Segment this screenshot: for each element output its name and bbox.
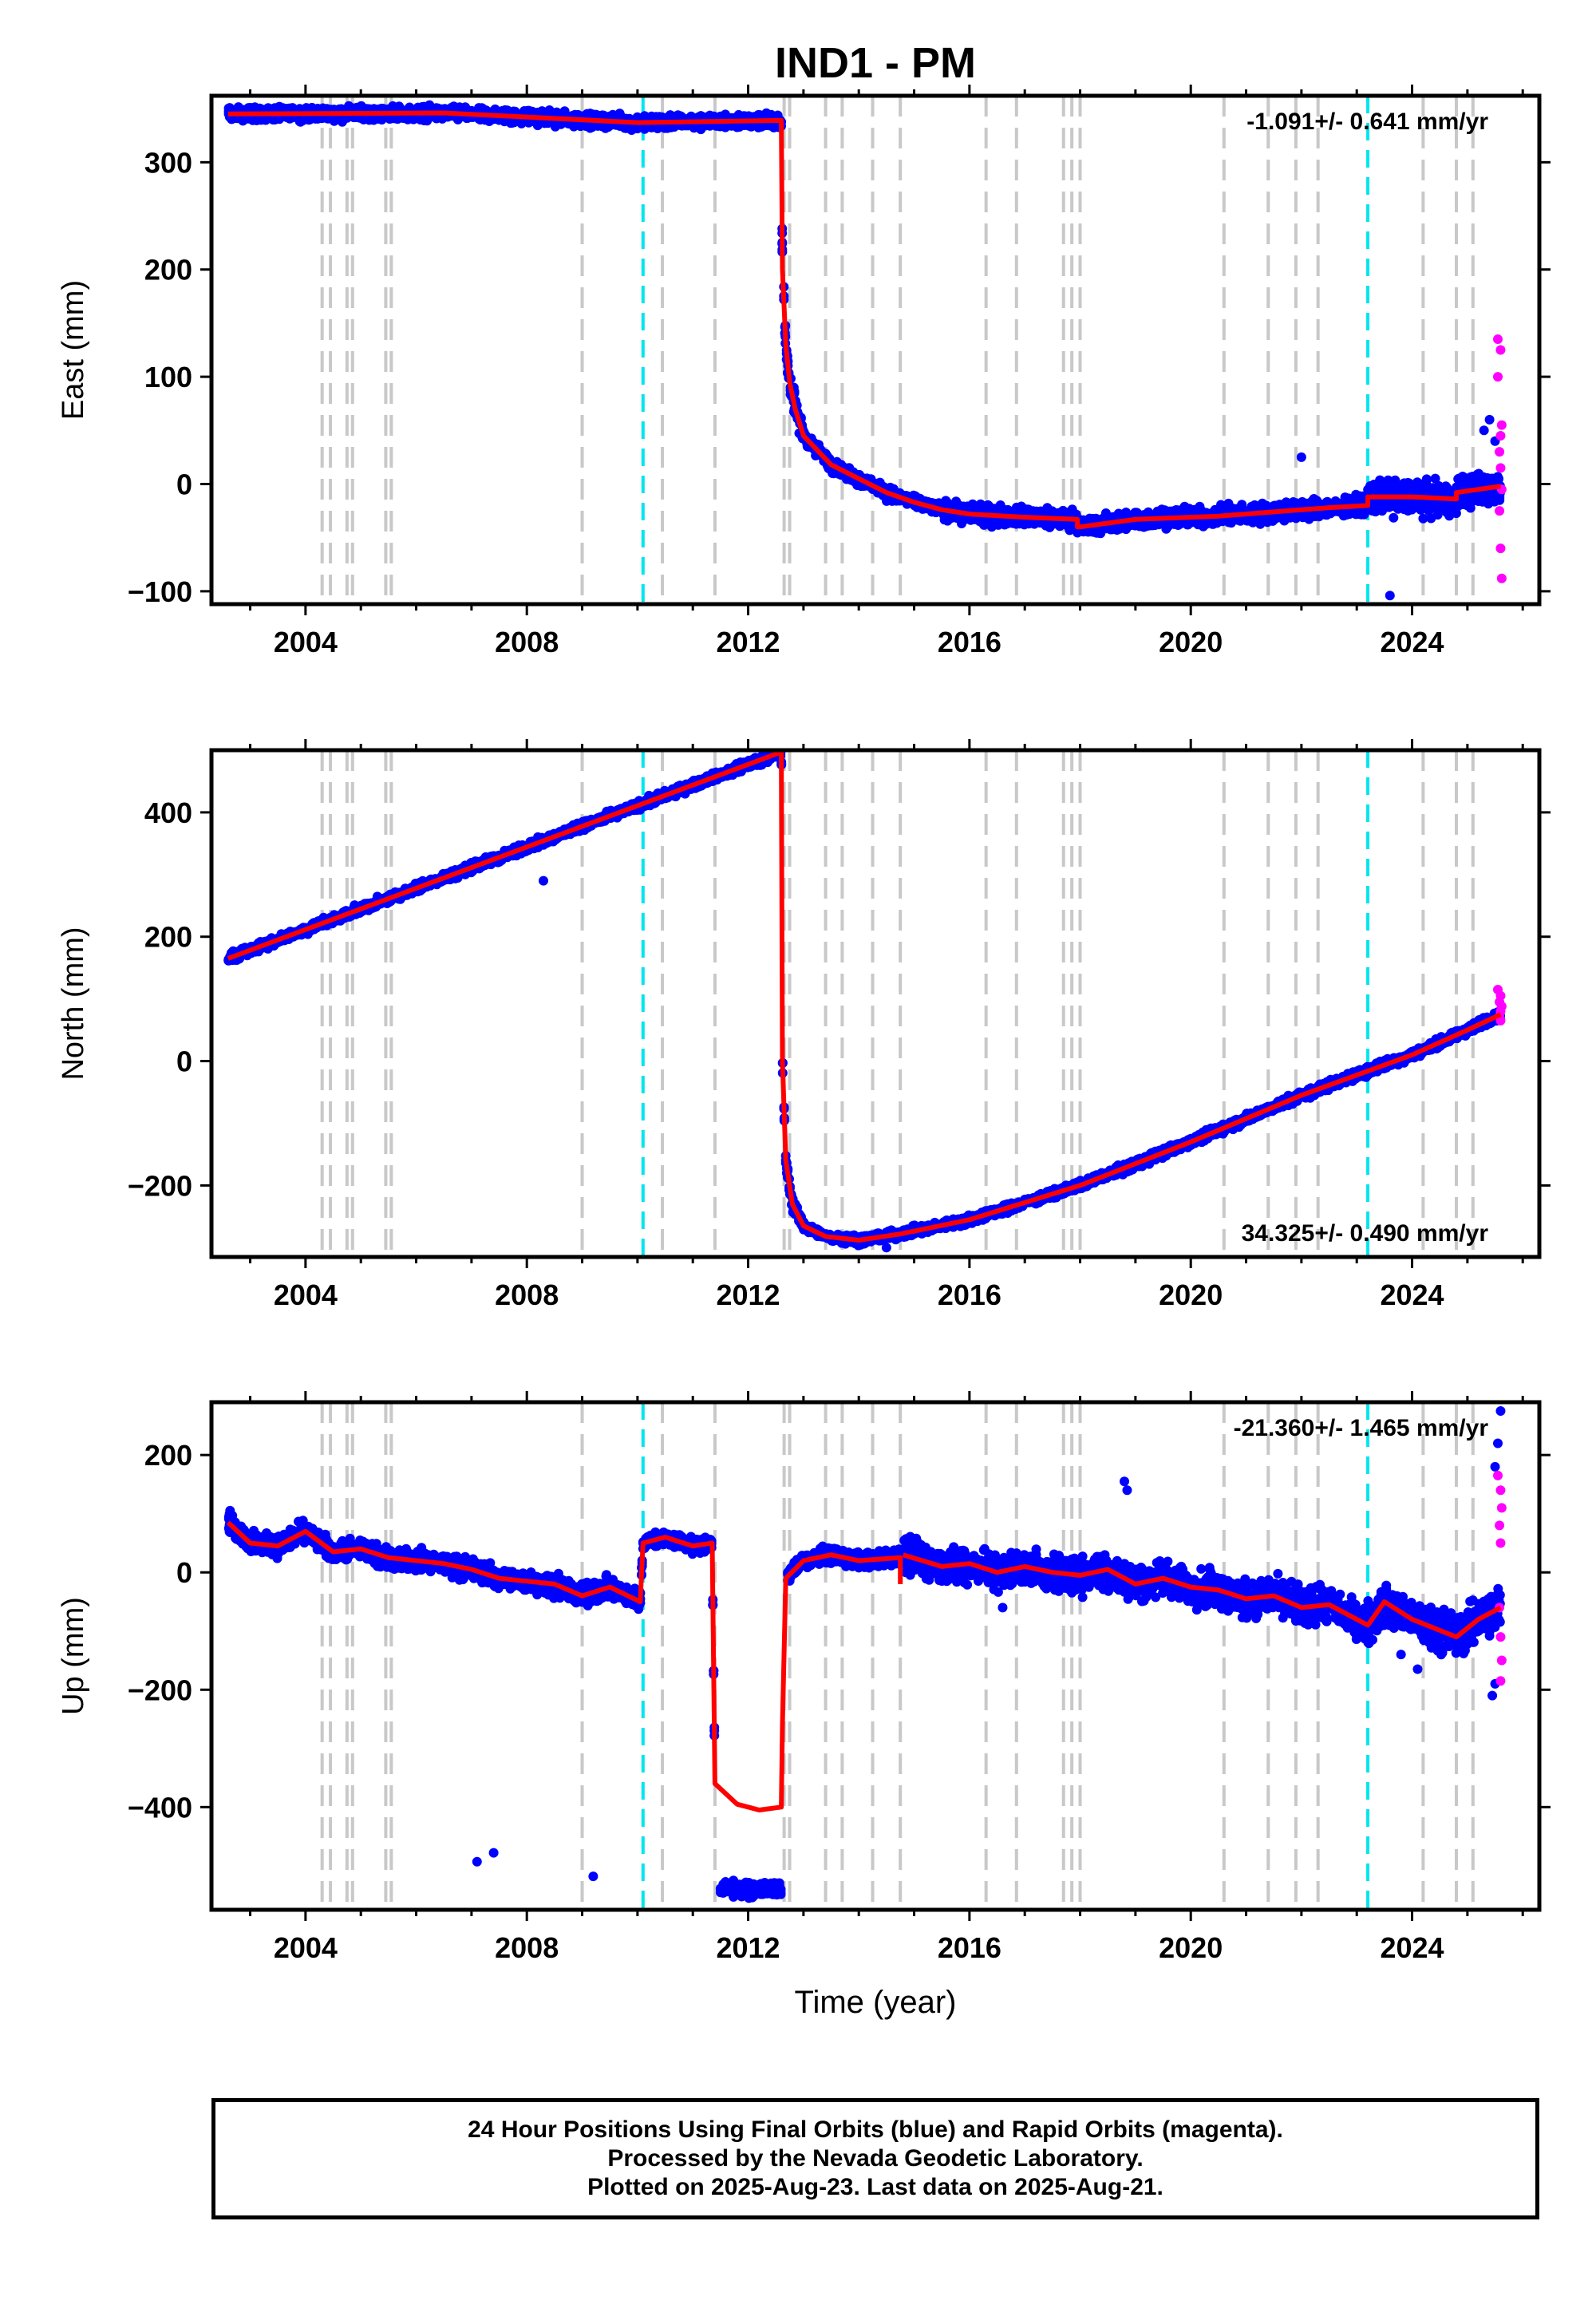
x-tick-label: 2012 xyxy=(716,626,780,658)
rapid-orbit-point xyxy=(1496,420,1507,430)
final-orbit-point xyxy=(1484,414,1495,425)
plot-area xyxy=(223,96,1507,604)
final-orbit-points xyxy=(223,750,1505,1251)
rapid-orbit-point xyxy=(1495,506,1505,516)
final-orbit-point xyxy=(1418,513,1428,524)
y-tick-label: −100 xyxy=(128,575,192,608)
rapid-orbit-point xyxy=(1493,372,1503,382)
velocity-label: -1.091+/- 0.641 mm/yr xyxy=(1246,109,1488,135)
panel-1: −100 0 100 200 300 2004 2008 2012 2016 2020 2024 Ea… xyxy=(57,85,1551,658)
rapid-orbit-point xyxy=(1496,573,1507,583)
plot-frame xyxy=(209,93,1542,607)
y-tick-label: 100 xyxy=(144,361,192,393)
final-orbit-point xyxy=(1296,452,1306,462)
chart-title: IND1 - PM xyxy=(775,39,976,87)
model-fit-line xyxy=(227,110,1501,530)
rapid-orbit-point xyxy=(1495,431,1506,441)
x-tick-label: 2016 xyxy=(938,626,1001,658)
y-tick-label: 200 xyxy=(144,254,192,287)
final-orbit-point xyxy=(1389,512,1399,523)
x-tick-label: 2008 xyxy=(495,626,559,658)
rapid-orbit-point xyxy=(1495,543,1506,554)
x-tick-label: 2024 xyxy=(1380,626,1444,658)
plot-area xyxy=(223,750,1507,1257)
x-tick-label: 2020 xyxy=(1159,626,1223,658)
rapid-orbit-point xyxy=(1495,463,1506,473)
final-orbit-point xyxy=(1479,425,1489,436)
y-axis-label: East (mm) xyxy=(57,280,90,420)
rapid-orbit-point xyxy=(1493,334,1503,345)
y-tick-label: 300 xyxy=(144,146,192,179)
final-orbit-point xyxy=(1385,591,1395,601)
final-orbit-point xyxy=(1430,473,1440,484)
rapid-orbit-point xyxy=(1495,345,1506,355)
y-tick-label: 0 xyxy=(176,468,192,500)
panels: −100 0 100 200 300 2004 2008 2012 2016 2020 2024 Ea… xyxy=(57,85,1551,1964)
rapid-orbit-point xyxy=(1495,447,1505,457)
final-orbit-points xyxy=(223,100,1505,539)
x-tick-label: 2004 xyxy=(274,626,338,658)
final-orbit-point xyxy=(1495,495,1505,505)
